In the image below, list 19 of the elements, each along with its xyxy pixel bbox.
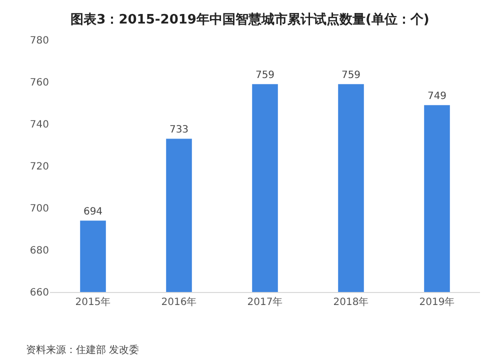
data-label: 733 xyxy=(169,124,189,136)
y-tick-label: 700 xyxy=(30,204,49,214)
chart-title: 图表3：2015-2019年中国智慧城市累计试点数量(单位：个) xyxy=(70,12,430,28)
data-label: 749 xyxy=(427,91,447,102)
x-tick-label: 2016年 xyxy=(161,296,197,308)
x-tick-label: 2017年 xyxy=(247,296,283,308)
x-tick-label: 2018年 xyxy=(333,296,369,308)
x-tick-label: 2015年 xyxy=(75,296,111,308)
y-tick-label: 780 xyxy=(30,36,49,46)
y-tick-label: 740 xyxy=(30,120,49,130)
text: 资料来源：住建部 发改委 xyxy=(26,344,140,356)
data-label: 759 xyxy=(341,70,361,82)
x-tick-label: 2019年 xyxy=(419,296,455,308)
y-tick-label: 660 xyxy=(30,288,49,298)
data-label: 694 xyxy=(83,206,103,218)
data-label: 759 xyxy=(255,70,275,82)
y-tick-label: 680 xyxy=(30,246,49,256)
y-tick-label: 720 xyxy=(30,162,49,172)
y-tick-label: 760 xyxy=(30,78,49,88)
